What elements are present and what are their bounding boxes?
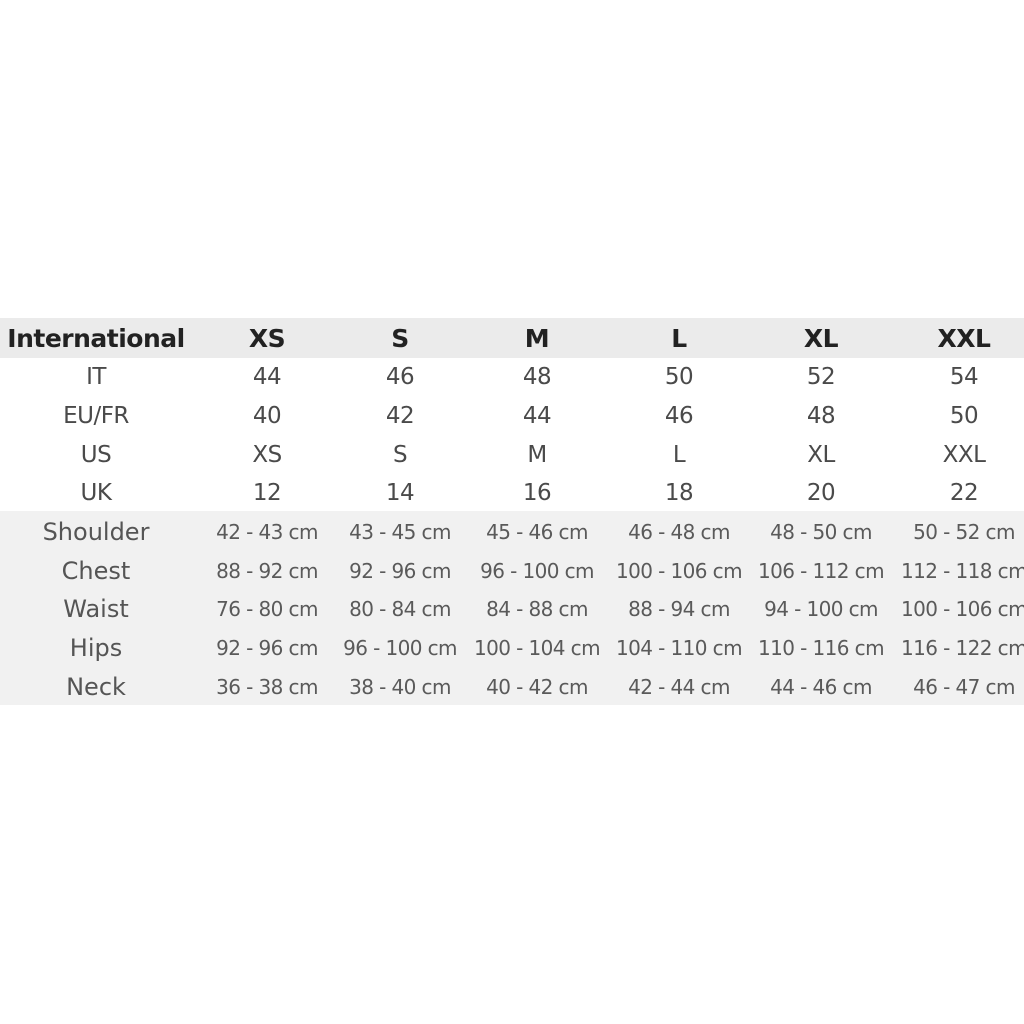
- table-cell: 40: [252, 403, 282, 429]
- table-cell: XS: [248, 324, 286, 353]
- table-cell: 106 - 112 cm: [758, 559, 885, 583]
- table-cell: 44 - 46 cm: [770, 675, 872, 699]
- table-cell: 45 - 46 cm: [486, 520, 588, 544]
- table-cell: 50: [949, 403, 979, 429]
- table-cell: 54: [949, 364, 979, 390]
- size-row: UK 12 14 16 18 20 22: [0, 474, 1024, 513]
- measurement-row: Shoulder 42 - 43 cm 43 - 45 cm 45 - 46 cm 46…: [0, 513, 1024, 552]
- table-cell: 100 - 104 cm: [474, 636, 601, 660]
- table-cell: XXL: [937, 324, 991, 353]
- table-cell: 52: [806, 364, 836, 390]
- table-cell: 16: [522, 480, 552, 506]
- row-label: UK: [80, 480, 112, 506]
- table-cell: XL: [807, 442, 835, 468]
- table-cell: 96 - 100 cm: [480, 559, 594, 583]
- table-cell: 84 - 88 cm: [486, 597, 588, 621]
- row-label: Hips: [69, 634, 123, 662]
- table-cell: 48 - 50 cm: [770, 520, 872, 544]
- table-cell: 80 - 84 cm: [349, 597, 451, 621]
- measurement-row: Waist 76 - 80 cm 80 - 84 cm 84 - 88 cm 88 - …: [0, 590, 1024, 629]
- table-cell: 18: [664, 480, 694, 506]
- row-label: International: [7, 324, 185, 353]
- size-row: US XS S M L XL XXL: [0, 436, 1024, 475]
- table-cell: S: [392, 442, 408, 468]
- table-cell: L: [672, 442, 686, 468]
- table-cell: 46 - 47 cm: [913, 675, 1015, 699]
- table-cell: 42 - 44 cm: [628, 675, 730, 699]
- table-cell: 42 - 43 cm: [216, 520, 318, 544]
- table-cell: 94 - 100 cm: [764, 597, 878, 621]
- table-cell: 42: [385, 403, 415, 429]
- table-cell: 100 - 106 cm: [901, 597, 1024, 621]
- table-cell: 46 - 48 cm: [628, 520, 730, 544]
- row-label: US: [80, 442, 112, 468]
- measurement-row: Hips 92 - 96 cm 96 - 100 cm 100 - 104 cm 104…: [0, 629, 1024, 668]
- measurement-row: Chest 88 - 92 cm 92 - 96 cm 96 - 100 cm 100 …: [0, 552, 1024, 591]
- table-cell: M: [524, 324, 550, 353]
- table-cell: XL: [803, 324, 839, 353]
- row-label: Chest: [61, 557, 131, 585]
- table-cell: 100 - 106 cm: [616, 559, 743, 583]
- table-cell: 104 - 110 cm: [616, 636, 743, 660]
- row-label: IT: [86, 364, 106, 390]
- table-cell: M: [527, 442, 547, 468]
- table-cell: XS: [252, 442, 282, 468]
- table-cell: 40 - 42 cm: [486, 675, 588, 699]
- table-cell: 88 - 94 cm: [628, 597, 730, 621]
- table-cell: 92 - 96 cm: [216, 636, 318, 660]
- table-cell: 50: [664, 364, 694, 390]
- table-cell: 88 - 92 cm: [216, 559, 318, 583]
- table-cell: 22: [949, 480, 979, 506]
- size-row: IT 44 46 48 50 52 54: [0, 358, 1024, 397]
- table-cell: 44: [252, 364, 282, 390]
- table-cell: 110 - 116 cm: [758, 636, 885, 660]
- table-cell: 116 - 122 cm: [901, 636, 1024, 660]
- table-cell: 36 - 38 cm: [216, 675, 318, 699]
- table-cell: 14: [385, 480, 415, 506]
- table-cell: 50 - 52 cm: [913, 520, 1015, 544]
- row-label: Waist: [63, 595, 129, 623]
- table-cell: 92 - 96 cm: [349, 559, 451, 583]
- table-cell: 48: [522, 364, 552, 390]
- table-cell: L: [671, 324, 687, 353]
- row-label: Neck: [66, 673, 126, 701]
- measurement-row: Neck 36 - 38 cm 38 - 40 cm 40 - 42 cm 42 - 4…: [0, 668, 1024, 707]
- table-cell: 43 - 45 cm: [349, 520, 451, 544]
- table-cell: 46: [664, 403, 694, 429]
- measurement-band: [0, 511, 1024, 705]
- table-cell: 38 - 40 cm: [349, 675, 451, 699]
- header-band: [0, 318, 1024, 358]
- header-row: International XS S M L XL XXL: [0, 319, 1024, 358]
- table-cell: 48: [806, 403, 836, 429]
- table-cell: 20: [806, 480, 836, 506]
- table-cell: S: [391, 324, 409, 353]
- row-label: EU/FR: [63, 403, 129, 429]
- table-cell: 12: [252, 480, 282, 506]
- size-row: EU/FR 40 42 44 46 48 50: [0, 397, 1024, 436]
- table-cell: 76 - 80 cm: [216, 597, 318, 621]
- table-cell: 112 - 118 cm: [901, 559, 1024, 583]
- table-cell: 96 - 100 cm: [343, 636, 457, 660]
- row-label: Shoulder: [42, 518, 150, 546]
- table-cell: XXL: [942, 442, 986, 468]
- table-cell: 44: [522, 403, 552, 429]
- table-cell: 46: [385, 364, 415, 390]
